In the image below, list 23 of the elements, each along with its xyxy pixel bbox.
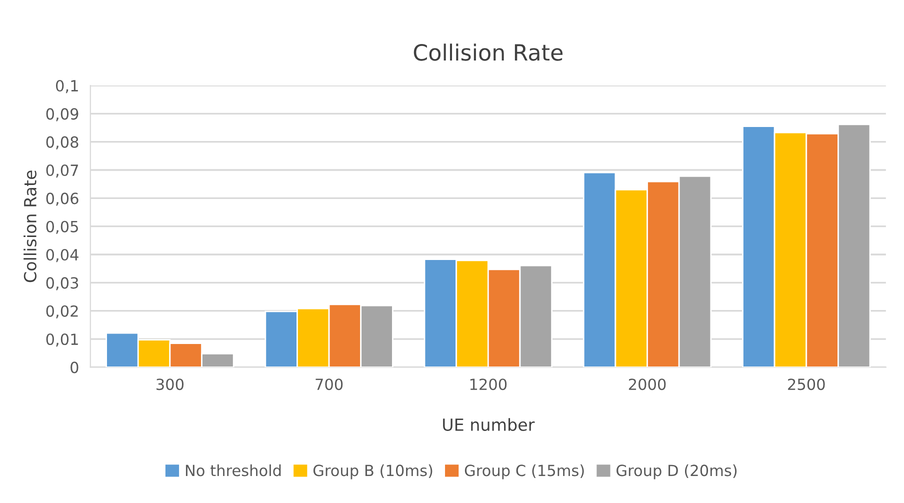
legend-label: Group D (20ms) (616, 464, 737, 480)
y-tick-label: 0,08 (46, 136, 78, 150)
x-tick-label: 2000 (628, 378, 666, 390)
y-tick-label: 0,07 (46, 164, 78, 178)
y-axis-title: Collision Rate (24, 170, 36, 282)
y-tick-label: 0,05 (46, 220, 78, 234)
y-tick-label: 0 (70, 362, 78, 374)
y-tick-label: 0,04 (46, 248, 78, 262)
y-tick-label: 0,03 (46, 277, 78, 290)
legend-label: Group B (10ms) (313, 464, 432, 480)
x-tick-label: 2500 (788, 378, 825, 390)
y-tick-label: 0,01 (46, 333, 78, 347)
y-tick-label: 0,09 (46, 108, 78, 122)
x-axis-title: UE number (443, 418, 535, 431)
y-tick-label: 0,02 (46, 305, 78, 318)
y-tick-label: 0,06 (46, 192, 78, 206)
y-tick-label: 0,1 (56, 80, 78, 94)
x-tick-label: 300 (156, 378, 184, 390)
chart-title: Collision Rate (414, 44, 563, 61)
x-tick-label: 700 (316, 378, 343, 390)
legend-label: No threshold (186, 464, 281, 476)
legend-label: Group C (15ms) (464, 464, 584, 480)
x-tick-label: 1200 (470, 378, 507, 390)
